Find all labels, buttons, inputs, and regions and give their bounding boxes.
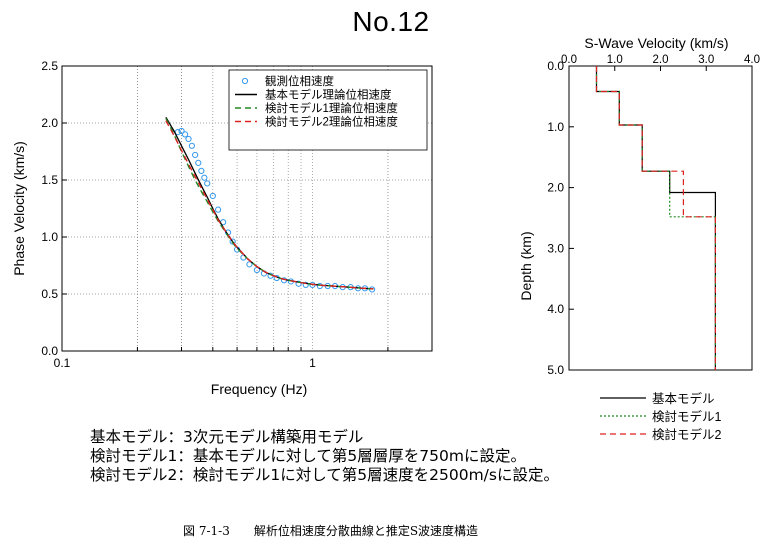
observed-point: [302, 281, 309, 288]
y-tick-label: 5.0: [547, 363, 564, 377]
observed-point: [215, 206, 222, 213]
y-tick-label: 2.5: [41, 59, 58, 73]
velocity-profile-2: [595, 66, 716, 370]
y-tick-label: 0.0: [547, 59, 564, 73]
description-line-1: 基本モデル：3次元モデル構築用モデル: [90, 428, 364, 446]
observed-point: [198, 167, 205, 174]
observed-point: [185, 135, 192, 143]
page-title: No.12: [352, 6, 430, 37]
legend-label: 観測位相速度: [265, 74, 334, 88]
y-tick-label: 2.0: [547, 181, 564, 195]
y-tick-label: 2.0: [41, 116, 58, 130]
observed-point: [229, 238, 236, 245]
observed-point: [204, 180, 211, 187]
x-tick-label: 3.0: [698, 54, 714, 66]
y-tick-label: 0.5: [41, 287, 58, 301]
observed-point: [369, 286, 376, 293]
legend-label: 検討モデル1理論位相速度: [265, 101, 398, 115]
observed-point: [209, 192, 216, 200]
profile-title: S-Wave Velocity (km/s): [584, 35, 728, 51]
observed-point: [295, 280, 302, 287]
y-tick-label: 4.0: [547, 302, 564, 316]
figure-caption: 図 7-1-3 解析位相速度分散曲線と推定S波速度構造: [183, 524, 479, 538]
velocity-profile-0: [595, 66, 716, 370]
x-tick-label: 1.0: [607, 54, 623, 66]
legend-label: 基本モデル理論位相速度: [265, 88, 392, 102]
legend-marker: [241, 77, 249, 85]
profile-legend-label: 検討モデル2: [652, 427, 722, 442]
x-tick-label: 0.1: [54, 356, 71, 370]
observed-point: [195, 159, 202, 166]
x-tick-label: 4.0: [744, 54, 760, 66]
x-tick-label: 0.0: [561, 54, 577, 66]
observed-point: [201, 174, 208, 181]
description-line-3: 検討モデル2：検討モデル1に対して第5層速度を2500m/sに設定。: [90, 466, 559, 484]
y-tick-label: 3.0: [547, 241, 564, 255]
observed-point: [188, 142, 195, 149]
velocity-profile-chart: S-Wave Velocity (km/s) 0.0 1.0 2.0 3.0 4.0 0.0…: [518, 35, 760, 442]
observed-point: [246, 261, 253, 268]
y-tick-label: 0.0: [41, 344, 58, 358]
observed-point: [192, 151, 199, 159]
legend-label: 検討モデル2理論位相速度: [265, 115, 398, 129]
observed-point: [178, 127, 185, 135]
profile-legend-label: 基本モデル: [652, 391, 715, 406]
y-axis-label: Phase Velocity (km/s): [11, 141, 27, 276]
y-tick-label: 1.5: [41, 173, 58, 187]
profile-legend-label: 検討モデル1: [652, 409, 722, 424]
y-tick-label: 1.0: [41, 230, 58, 244]
series-line-3: [165, 120, 374, 290]
velocity-profile-1: [595, 66, 716, 370]
x-tick-label: 1: [309, 356, 316, 370]
profile-frame: [568, 65, 753, 371]
observed-point: [181, 131, 189, 138]
description-line-2: 検討モデル1：基本モデルに対して第5層層厚を750mに設定。: [90, 447, 526, 465]
x-axis-label: Frequency (Hz): [211, 381, 307, 397]
plot-frame: [61, 65, 433, 352]
observed-point: [253, 266, 261, 274]
depth-axis-label: Depth (km): [518, 231, 534, 300]
y-tick-label: 1.0: [547, 120, 564, 134]
x-tick-label: 2.0: [653, 54, 669, 66]
legend-box: [228, 69, 428, 151]
